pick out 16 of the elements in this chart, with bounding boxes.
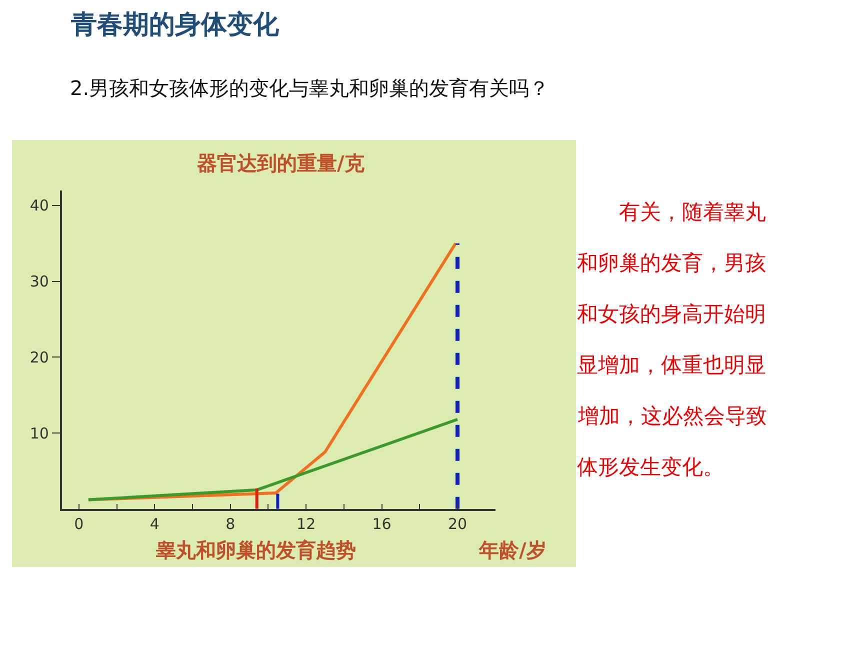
x-tick-label: 20: [448, 514, 468, 533]
x-tick-label: 12: [296, 514, 316, 533]
x-tick-label: 4: [150, 514, 160, 533]
text: 有关，随着睾丸和卵巢的发育，男孩和女孩的身高开始明显增加，体重也明显增加，这必然会导致体形发生变化。: [577, 200, 767, 479]
chart-title: 青春期的身体变化: [70, 10, 280, 40]
y-tick-label: 40: [30, 196, 49, 215]
x-tick-label: 8: [226, 514, 236, 533]
y-tick-label: 20: [30, 348, 49, 366]
x-axis-title: 年龄/岁: [478, 538, 546, 562]
x-tick-label: 0: [74, 514, 84, 533]
text: 睾丸和卵巢的发育趋势: [155, 538, 356, 562]
y-tick-label: 30: [30, 272, 49, 291]
chart-subtitle: 2.男孩和女孩体形的变化与睾丸和卵巢的发育有关吗？: [70, 76, 550, 100]
y-tick-label: 10: [30, 424, 49, 442]
y-axis-title: 器官达到的重量/克: [197, 151, 364, 175]
x-tick-label: 16: [372, 514, 392, 533]
